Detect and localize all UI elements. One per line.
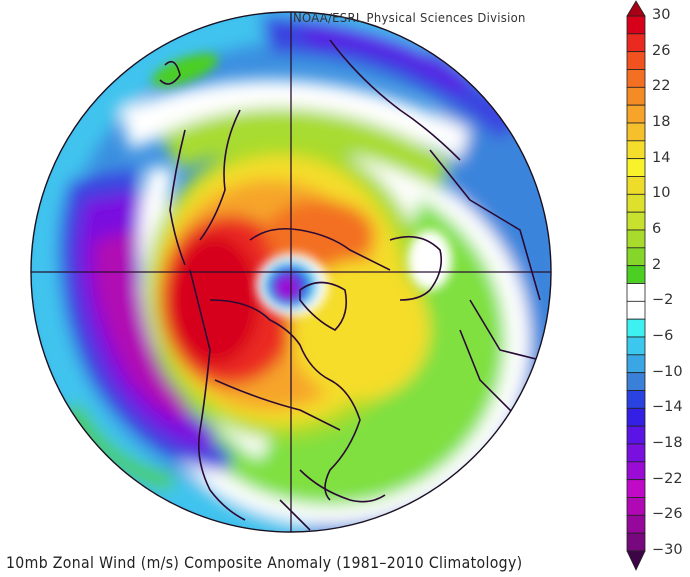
colorbar-tick-label: −26 [652, 506, 683, 523]
colorbar-swatch [626, 265, 646, 284]
colorbar-tick-label: −30 [652, 542, 683, 558]
colorbar-swatch [626, 176, 646, 195]
credit-text: NOAA/ESRL Physical Sciences Division [293, 10, 526, 25]
colorbar-swatch [626, 86, 646, 106]
colorbar-tick-label: 6 [652, 221, 662, 237]
colorbar-tick-label: −14 [652, 399, 683, 416]
colorbar-swatch [626, 15, 646, 35]
colorbar-tick-label: 22 [652, 78, 671, 95]
colorbar-swatch [626, 479, 646, 498]
colorbar-tick-label: 10 [652, 185, 671, 202]
colorbar-swatch [626, 532, 646, 552]
coastlines [159, 39, 541, 531]
colorbar-tick-label: −2 [652, 292, 674, 309]
colorbar-tick-label: 2 [652, 256, 662, 273]
colorbar-swatch [626, 104, 646, 124]
colorbar-tick-label: 18 [652, 114, 671, 130]
colorbar-tick-label: 26 [652, 42, 671, 59]
colorbar-swatch [626, 425, 646, 445]
colorbar-swatch [626, 336, 646, 356]
colorbar-swatch [626, 318, 646, 338]
colorbar-swatch [626, 390, 646, 409]
colorbar-swatch [626, 158, 646, 177]
colorbar-swatch [626, 372, 646, 391]
colorbar-swatch [626, 283, 646, 302]
colorbar-tick-label: 30 [652, 7, 671, 23]
colorbar-swatch [626, 247, 646, 267]
colorbar-swatch [626, 497, 646, 516]
colorbar-swatch [626, 69, 646, 88]
colorbar-swatch [626, 443, 646, 463]
colorbar-swatch [626, 33, 646, 53]
colorbar-swatch [626, 300, 646, 320]
colorbar-swatch [626, 211, 646, 231]
colorbar-swatch [626, 193, 646, 213]
colorbar-tick-label: −22 [652, 470, 683, 487]
colorbar-swatch [626, 407, 646, 427]
map-border [30, 11, 552, 533]
colorbar-swatch [626, 461, 646, 481]
colorbar-tick-label: 14 [652, 149, 671, 166]
colorbar-swatch [626, 514, 646, 534]
colorbar [626, 0, 646, 571]
colorbar-tick-label: −10 [652, 363, 683, 380]
colorbar-swatch [626, 354, 646, 374]
colorbar-min-arrow [626, 550, 646, 571]
colorbar-max-arrow [626, 0, 646, 17]
colorbar-swatch [626, 51, 646, 70]
colorbar-swatch [626, 229, 646, 249]
map-caption: 10mb Zonal Wind (m/s) Composite Anomaly … [6, 553, 523, 572]
colorbar-tick-label: −6 [652, 328, 674, 344]
colorbar-swatch [626, 122, 646, 142]
colorbar-swatch [626, 140, 646, 160]
colorbar-tick-label: −18 [652, 435, 683, 451]
